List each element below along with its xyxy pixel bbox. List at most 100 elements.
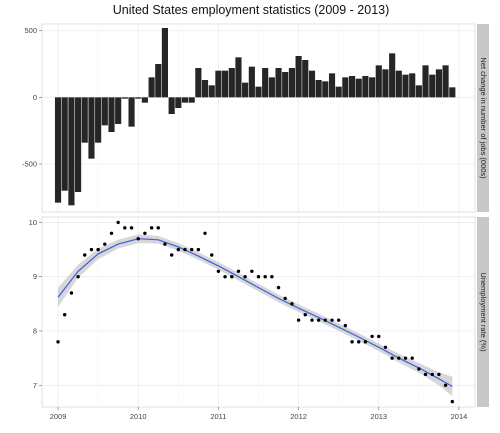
unemployment-point [103, 242, 107, 246]
job-change-bar [195, 68, 202, 98]
job-change-bar [255, 86, 262, 98]
job-change-bar [128, 97, 135, 127]
unemployment-point [397, 356, 401, 360]
jobs-bars [54, 28, 456, 206]
job-change-bar [302, 60, 309, 98]
job-change-bar [135, 97, 142, 99]
chart-title: United States employment statistics (200… [113, 3, 390, 17]
job-change-bar [161, 28, 168, 98]
job-change-bar [375, 65, 382, 98]
unemployment-point [443, 383, 448, 387]
unemployment-point [176, 247, 181, 252]
unemployment-strip [477, 217, 489, 407]
unemployment-point [56, 340, 60, 344]
unemployment-point [450, 399, 455, 404]
unemployment-point [283, 296, 287, 301]
job-change-bar [188, 97, 195, 103]
unemployment-y-ticks: 10 9 8 7 [29, 218, 42, 390]
job-change-bar [402, 74, 409, 98]
job-change-bar [288, 68, 296, 98]
x-tick-label: 2011 [210, 412, 226, 421]
unemployment-point [310, 318, 314, 322]
unemployment-point [76, 275, 80, 279]
job-change-bar [442, 65, 449, 98]
unemployment-point [243, 275, 247, 279]
job-change-bar [201, 80, 209, 98]
job-change-bar [168, 97, 175, 114]
unemployment-point [377, 334, 381, 339]
job-change-bar [95, 97, 102, 143]
y-tick-label: 0 [33, 93, 37, 102]
job-change-bar [175, 97, 182, 108]
unemployment-point [417, 367, 421, 371]
unemployment-point [89, 247, 94, 252]
job-change-bar [342, 77, 349, 98]
job-change-bar [242, 82, 249, 98]
jobs-strip [477, 24, 489, 212]
job-change-bar [88, 97, 95, 159]
job-change-bar [221, 70, 229, 98]
unemployment-point [216, 269, 221, 273]
unemployment-point [129, 226, 134, 230]
unemployment-points [56, 220, 455, 404]
x-axis-ticks: 2009 2010 2011 2012 2013 2014 [50, 407, 467, 421]
job-change-bar [155, 64, 162, 98]
job-change-bar [248, 66, 255, 98]
unemployment-point [390, 356, 394, 360]
jobs-panel: 500 0 -500 Net change in number of jobs (0… [22, 23, 489, 213]
unemployment-point [430, 372, 434, 377]
job-change-bar [328, 73, 336, 98]
y-tick-label: 7 [33, 381, 37, 390]
job-change-bar [181, 97, 189, 103]
unemployment-point [156, 226, 160, 230]
job-change-bar [121, 97, 128, 99]
job-change-bar [54, 97, 62, 203]
y-tick-label: 9 [33, 272, 37, 281]
unemployment-point [403, 356, 408, 360]
job-change-bar [235, 57, 242, 98]
job-change-bar [268, 77, 275, 98]
job-change-bar [208, 85, 215, 98]
job-change-bar [435, 69, 442, 98]
jobs-strip-label: Net change in number of jobs (000s) [479, 57, 488, 179]
unemployment-point [343, 323, 348, 328]
smooth-trend-line [57, 238, 453, 387]
job-change-bar [389, 53, 396, 98]
unemployment-point [270, 275, 274, 279]
unemployment-point [196, 247, 201, 252]
unemployment-point [290, 302, 294, 306]
job-change-bar [355, 78, 362, 98]
job-change-bar [362, 76, 369, 98]
unemployment-point [276, 285, 281, 290]
y-tick-label: -500 [22, 160, 37, 169]
unemployment-point [163, 242, 167, 246]
unemployment-point [437, 372, 441, 377]
job-change-bar [449, 87, 456, 98]
job-change-bar [308, 70, 316, 98]
job-change-bar [115, 97, 122, 124]
unemployment-point [69, 291, 74, 295]
unemployment-point [263, 275, 267, 279]
job-change-bar [81, 97, 88, 143]
x-tick-label: 2009 [50, 412, 67, 421]
unemployment-point [256, 275, 261, 279]
unemployment-point [183, 247, 187, 252]
job-change-bar [409, 73, 416, 98]
unemployment-point [423, 372, 428, 377]
job-change-bar [275, 68, 282, 98]
job-change-bar [295, 56, 302, 98]
unemployment-point [190, 247, 194, 252]
unemployment-point [250, 269, 254, 273]
unemployment-point [109, 231, 114, 235]
job-change-bar [422, 65, 429, 98]
job-change-bar [101, 97, 108, 126]
unemployment-point [143, 231, 147, 235]
unemployment-point [363, 340, 368, 344]
job-change-bar [68, 97, 75, 206]
job-change-bar [61, 97, 68, 191]
unemployment-point [83, 253, 87, 257]
job-change-bar [282, 72, 289, 98]
job-change-bar [108, 97, 115, 132]
y-tick-label: 500 [24, 26, 37, 35]
job-change-bar [75, 97, 82, 192]
